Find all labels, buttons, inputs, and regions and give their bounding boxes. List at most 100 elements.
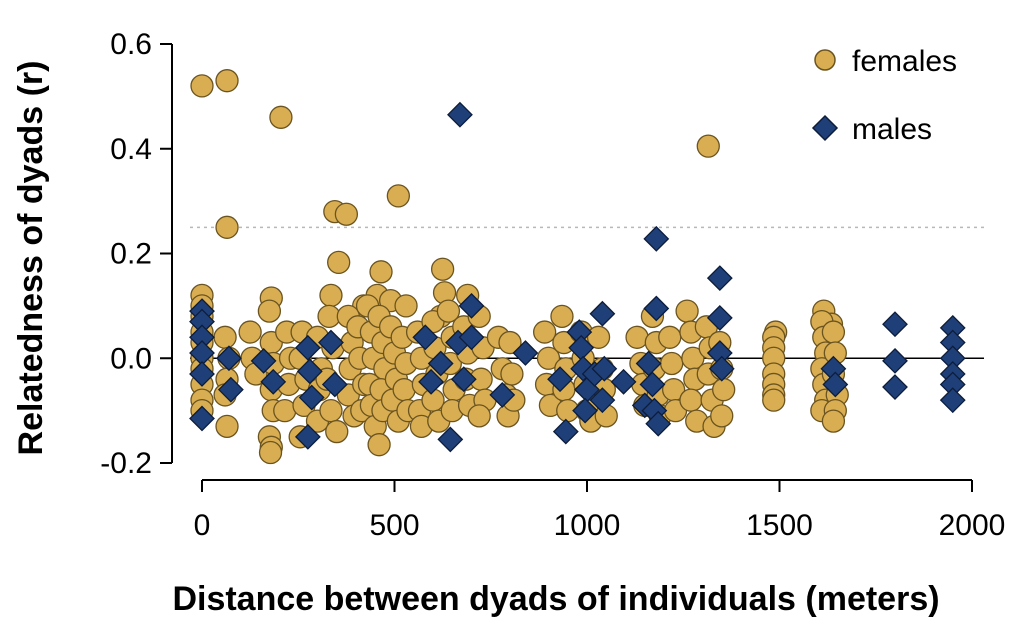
- male-point: [643, 295, 670, 322]
- female-point: [392, 378, 416, 402]
- x-tick-label: 500: [369, 509, 419, 542]
- male-point: [610, 368, 637, 395]
- female-point: [367, 433, 391, 457]
- female-point: [436, 299, 461, 323]
- male-point: [250, 347, 277, 374]
- female-point: [190, 74, 214, 98]
- male-point: [298, 384, 325, 411]
- female-point: [319, 283, 343, 308]
- male-point: [822, 371, 849, 398]
- male-point: [217, 376, 244, 403]
- x-axis: 0 500 1000 1500 2000: [194, 479, 1006, 542]
- female-point: [679, 388, 703, 412]
- female-point: [821, 320, 846, 344]
- male-point: [882, 347, 908, 374]
- x-tick-label: 1000: [554, 509, 621, 542]
- female-point: [319, 398, 343, 423]
- female-point: [550, 304, 574, 329]
- legend-male-label: males: [852, 113, 932, 146]
- male-point: [645, 410, 672, 437]
- y-axis: -0.2 0.0 0.2 0.4 0.6: [100, 28, 173, 480]
- female-point: [498, 330, 522, 355]
- x-tick-label: 2000: [939, 509, 1006, 542]
- female-points: [190, 69, 849, 465]
- female-point: [821, 409, 846, 433]
- male-point: [706, 305, 733, 331]
- female-point: [586, 325, 611, 349]
- male-point: [458, 324, 485, 351]
- male-point: [489, 381, 516, 408]
- male-point: [189, 405, 215, 432]
- female-point: [536, 346, 561, 370]
- male-point: [412, 324, 439, 351]
- male-points: [189, 101, 966, 453]
- female-point: [675, 299, 699, 323]
- female-point: [325, 419, 349, 444]
- male-point: [437, 426, 464, 453]
- male-point: [643, 225, 670, 252]
- male-point: [882, 311, 908, 338]
- female-point: [213, 325, 237, 349]
- female-point: [533, 320, 557, 344]
- x-tick-label: 0: [194, 509, 211, 542]
- male-point: [458, 292, 485, 319]
- female-point: [762, 388, 786, 412]
- female-point: [710, 404, 734, 428]
- female-point: [660, 351, 684, 376]
- legend-female-label: females: [852, 45, 957, 78]
- y-tick-label: 0.2: [110, 238, 152, 271]
- female-point: [257, 299, 282, 323]
- female-point: [467, 404, 491, 428]
- male-point: [260, 368, 287, 395]
- female-point: [430, 257, 455, 281]
- male-point: [296, 358, 323, 385]
- female-point: [334, 202, 359, 226]
- male-point: [321, 371, 348, 398]
- male-point: [450, 366, 477, 393]
- legend: females males: [811, 45, 957, 146]
- female-point: [238, 320, 262, 344]
- female-point: [386, 184, 411, 208]
- male-point: [189, 361, 215, 387]
- female-point: [269, 105, 293, 129]
- female-point: [625, 325, 649, 349]
- female-point: [394, 294, 418, 318]
- y-tick-label: 0.4: [110, 133, 152, 166]
- female-point: [258, 440, 283, 465]
- female-point: [327, 250, 351, 275]
- x-tick-label: 1500: [746, 509, 813, 542]
- male-point: [589, 387, 616, 414]
- male-point: [591, 355, 618, 382]
- male-point: [882, 374, 908, 400]
- male-point: [427, 350, 454, 377]
- y-tick-label: 0.6: [110, 28, 152, 61]
- male-point: [294, 334, 321, 361]
- female-point: [215, 215, 239, 239]
- male-point: [552, 418, 579, 445]
- female-point: [712, 378, 736, 402]
- male-point: [216, 345, 242, 372]
- y-tick-label: 0.0: [110, 342, 152, 375]
- male-point: [706, 265, 733, 292]
- male-point: [294, 423, 321, 450]
- male-point: [418, 368, 444, 395]
- y-tick-label: -0.2: [100, 447, 152, 480]
- male-point: [512, 340, 539, 366]
- female-point: [215, 69, 239, 93]
- male-point: [589, 300, 616, 327]
- female-point: [369, 260, 393, 284]
- male-point: [318, 329, 344, 356]
- female-point: [215, 414, 239, 438]
- male-point: [447, 101, 473, 128]
- legend-male-marker: [811, 114, 839, 142]
- y-axis-title: Relatedness of dyads (r): [12, 61, 50, 456]
- female-point: [658, 325, 682, 349]
- x-axis-title: Distance between dyads of individuals (m…: [172, 580, 939, 618]
- male-point: [939, 387, 966, 414]
- female-point: [696, 134, 720, 158]
- male-point: [547, 366, 573, 393]
- male-point: [639, 371, 666, 398]
- legend-female-marker: [814, 49, 836, 71]
- male-point: [572, 397, 598, 424]
